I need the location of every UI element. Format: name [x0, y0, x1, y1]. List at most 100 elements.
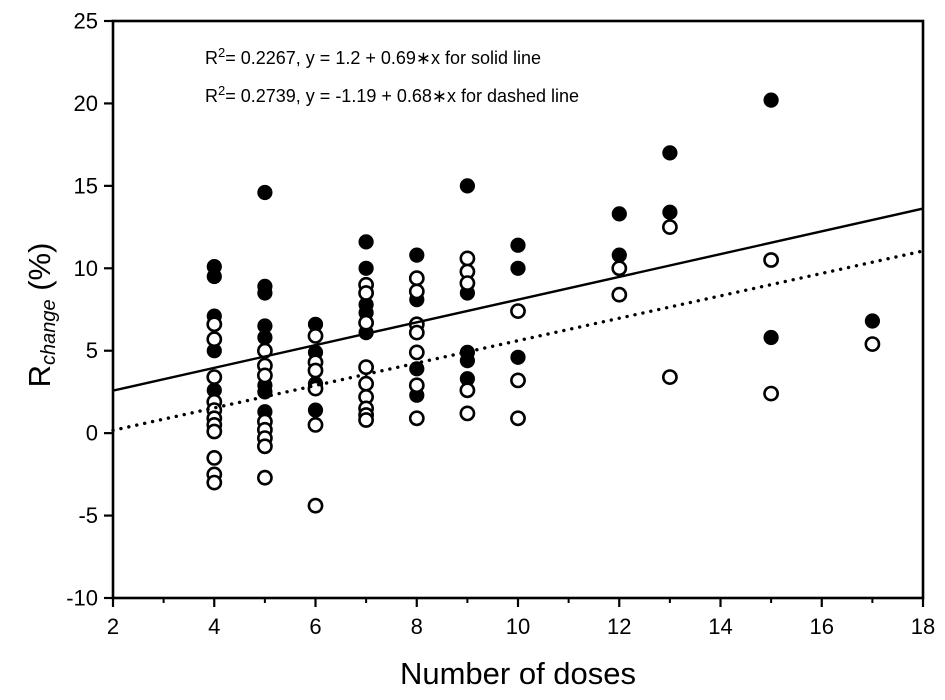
data-point: [256, 438, 273, 455]
x-axis: 2 4 6 8 10 12 14 16 18: [107, 598, 935, 639]
data-point: [459, 371, 475, 387]
annotation-r-base: R: [205, 86, 218, 106]
data-point: [256, 469, 273, 486]
data-point: [611, 206, 627, 222]
data-point: [206, 423, 223, 440]
data-point: [257, 384, 273, 400]
data-point: [307, 316, 324, 332]
data-point: [358, 375, 374, 392]
data-point: [307, 402, 324, 418]
data-point: [459, 405, 476, 422]
data-point: [206, 331, 223, 348]
data-point: [358, 285, 374, 301]
data-point: [206, 316, 223, 333]
x-tick-label: 8: [411, 614, 423, 639]
y-tick-label: 5: [86, 338, 98, 363]
y-axis-title-subscript: change: [38, 299, 60, 366]
y-axis-title: Rchange (%): [19, 165, 61, 465]
data-point: [408, 344, 425, 361]
y-tick-label: 20: [74, 91, 98, 116]
y-tick-label: 0: [86, 421, 98, 446]
data-point: [206, 449, 223, 466]
x-tick-label: 18: [911, 614, 935, 639]
data-point: [662, 204, 678, 220]
annotation-r-base: R: [205, 48, 218, 68]
data-point: [408, 283, 425, 300]
data-point: [307, 497, 324, 514]
data-point: [257, 184, 273, 201]
data-point: [206, 268, 222, 285]
data-point: [358, 359, 374, 376]
x-tick-label: 16: [810, 614, 834, 639]
data-point: [510, 303, 526, 319]
data-point: [510, 260, 526, 276]
data-point: [864, 336, 881, 352]
fit-line-solid: [112, 207, 924, 392]
data-point: [459, 275, 476, 291]
data-point: [206, 343, 222, 359]
data-point: [358, 234, 374, 250]
data-point: [206, 382, 222, 398]
x-axis-title: Number of doses: [399, 656, 637, 691]
data-point: [763, 385, 779, 402]
x-tick-label: 6: [309, 614, 321, 639]
data-point: [510, 349, 526, 365]
data-point: [763, 92, 779, 108]
data-point: [662, 145, 678, 161]
annotation-dashed-line: R2= 0.2739, y = -1.19 + 0.68∗x for dashe…: [205, 84, 579, 108]
data-point: [358, 412, 374, 428]
data-point: [662, 219, 678, 235]
data-point: [864, 313, 881, 329]
data-point: [257, 329, 273, 346]
data-point: [611, 286, 628, 303]
data-point: [206, 474, 223, 491]
data-point: [662, 369, 678, 385]
y-tick-label: -5: [78, 503, 98, 528]
data-point: [256, 367, 273, 384]
data-point: [257, 285, 273, 301]
annotation-r-superscript: 2: [218, 83, 226, 98]
x-tick-label: 2: [107, 614, 119, 639]
y-axis-title-suffix: (%): [22, 242, 57, 300]
y-tick-label: 25: [74, 9, 98, 34]
data-point: [358, 314, 374, 331]
data-point: [206, 369, 223, 385]
data-point: [408, 270, 425, 287]
data-points-open: [206, 219, 881, 514]
data-point: [358, 260, 374, 276]
y-axis-title-base: R: [22, 365, 57, 388]
data-point: [510, 372, 526, 389]
data-point: [408, 324, 425, 341]
data-point: [408, 377, 425, 394]
x-tick-label: 12: [607, 614, 631, 639]
annotation-equation-text: = 0.2267, y = 1.2 + 0.69∗x for solid lin…: [225, 48, 542, 68]
y-axis: -10 -5 0 5 10 15 20 25: [66, 9, 113, 611]
data-point: [459, 382, 476, 399]
data-point: [307, 362, 324, 379]
data-point: [408, 410, 425, 427]
data-point: [459, 353, 475, 369]
y-tick-label: 10: [74, 256, 98, 281]
y-tick-label: -10: [66, 586, 98, 611]
data-point: [459, 178, 475, 194]
data-point: [257, 318, 273, 334]
data-point: [409, 247, 425, 263]
annotation-r-superscript: 2: [218, 45, 226, 60]
data-point: [459, 250, 476, 267]
annotation-solid-line: R2= 0.2267, y = 1.2 + 0.69∗x for solid l…: [205, 46, 541, 70]
annotation-equation-text: = 0.2739, y = -1.19 + 0.68∗x for dashed …: [225, 86, 580, 106]
data-point: [763, 329, 779, 346]
x-tick-label: 10: [506, 614, 530, 639]
data-point: [510, 237, 526, 253]
x-tick-label: 14: [708, 614, 732, 639]
data-point: [307, 327, 324, 344]
x-tick-label: 4: [208, 614, 220, 639]
data-point: [510, 410, 526, 427]
data-point: [763, 252, 779, 268]
y-tick-label: 15: [74, 173, 98, 198]
fit-line-dotted: [111, 249, 925, 433]
data-point: [307, 416, 324, 433]
data-point: [611, 247, 627, 263]
